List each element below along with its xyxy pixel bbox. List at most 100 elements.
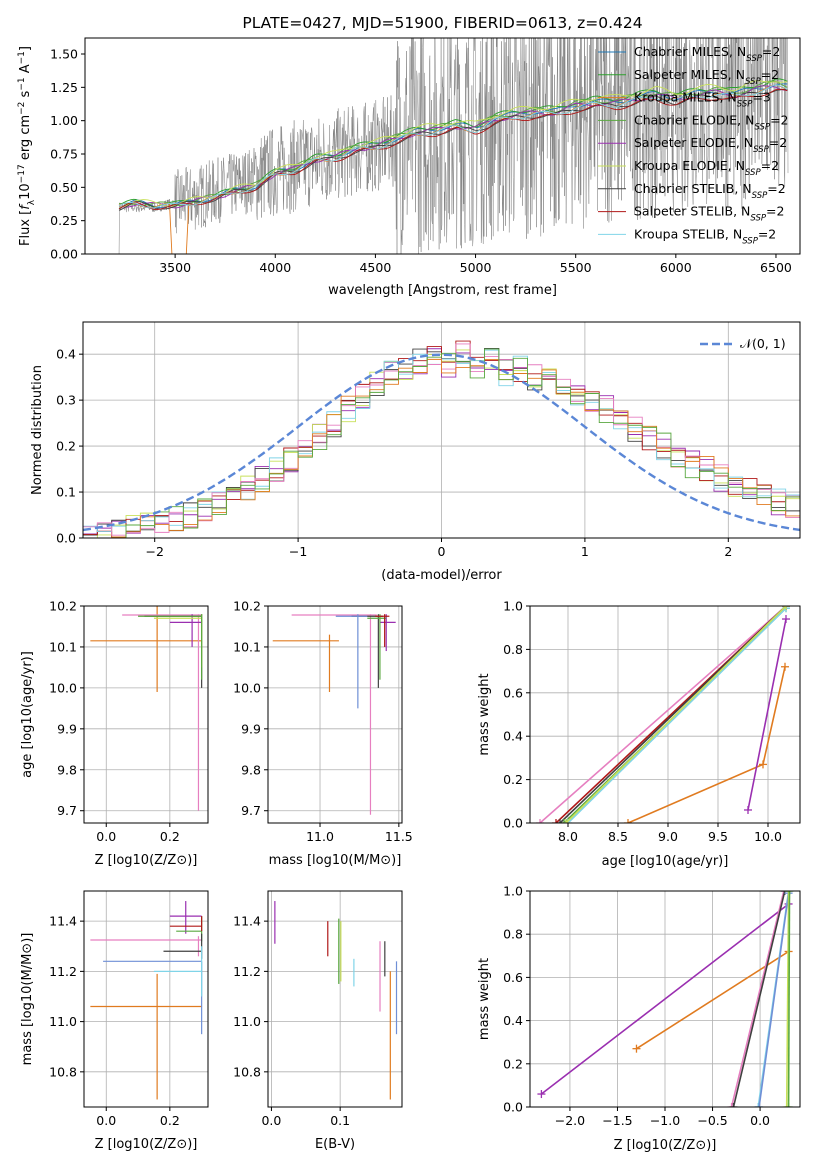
- x-axis-label: age [log10(age/yr)]: [602, 854, 729, 869]
- y-tick-label: 0.00: [50, 247, 78, 262]
- weight-vs-age-panel: 8.0 8.5 9.0 9.5 10.0 0.0 0.2 0.4 0.6 0.8 1.0 age [l…: [477, 599, 801, 869]
- y-tick-label: 0.0: [56, 531, 76, 546]
- spectrum-panel: 3500 4000 4500 5000 5500 6000 6500 0.00 0.25 0.50…: [17, 14, 801, 298]
- y-axis-label: Flux [fλ10−17 erg cm−2 s−1 A−1]: [17, 46, 37, 246]
- plot-frame: [267, 890, 403, 1108]
- y-axis-label: age [log10(age/yr)]: [20, 651, 35, 778]
- plot-frame: [529, 890, 801, 1108]
- weight-line: [758, 893, 790, 1107]
- weight-line: [730, 891, 785, 1107]
- legend-entry: Chabrier ELODIE, NSSP=2: [634, 112, 789, 132]
- legend-value: =2: [769, 135, 787, 150]
- y-tick-label: 9.8: [57, 762, 77, 777]
- observed-spectrum-line: [118, 38, 789, 254]
- y-tick-label: 0.1: [56, 485, 76, 500]
- y-tick-label: 11.4: [49, 914, 77, 929]
- x-tick-label: 0.2: [160, 1113, 180, 1128]
- x-tick-label: 6500: [760, 260, 792, 275]
- y-tick-label: 0.4: [503, 729, 523, 744]
- plot-frame: [267, 605, 403, 824]
- legend-sub: SSP: [745, 168, 761, 178]
- legend-entry: Salpeter STELIB, NSSP=2: [634, 204, 784, 224]
- chart-title: PLATE=0427, MJD=51900, FIBERID=0613, z=0…: [242, 14, 642, 32]
- legend-name: Chabrier MILES, N: [634, 44, 746, 59]
- x-tick-label: −2.0: [555, 1113, 585, 1128]
- legend-entry: Salpeter ELODIE, NSSP=2: [634, 135, 787, 155]
- y-tick-label: 10.8: [233, 1064, 261, 1079]
- legend-sub: SSP: [742, 236, 758, 246]
- plot-frame: [83, 890, 209, 1108]
- plot-area: [536, 606, 790, 823]
- y-tick-label: 11.4: [233, 914, 261, 929]
- legend-value: =2: [770, 112, 788, 127]
- legend-sub: SSP: [745, 77, 761, 87]
- plot-area: [274, 901, 398, 1100]
- y-tick-label: 11.0: [233, 1014, 261, 1029]
- plot-area: [90, 901, 203, 1100]
- legend-value: =2: [762, 44, 780, 59]
- y-tick-label: 11.2: [49, 964, 77, 979]
- x-axis-label: Z [log10(Z/Z⊙)]: [614, 1138, 717, 1153]
- x-tick-label: 5500: [560, 260, 592, 275]
- x-tick-label: 0.0: [750, 1113, 770, 1128]
- weight-line: [567, 607, 787, 823]
- legend-entry: Salpeter MILES, NSSP=2: [634, 67, 779, 87]
- y-tick-label: 0.6: [503, 970, 523, 985]
- y-tick-label: 0.6: [503, 685, 523, 700]
- y-axis-label: mass [log10(M/M⊙)]: [20, 933, 35, 1066]
- y-tick-label: 1.0: [503, 884, 523, 899]
- x-tick-label: 3500: [159, 260, 191, 275]
- x-tick-label: 6000: [660, 260, 692, 275]
- weight-vs-z-panel: −2.0 −1.5 −1.0 −0.5 0.0 0.0 0.2 0.4 0.6 0.8 1.0 Z […: [477, 884, 801, 1153]
- y-tick-label: 0.2: [503, 772, 523, 787]
- y-tick-label: 1.00: [50, 113, 78, 128]
- plot-frame: [83, 605, 209, 824]
- y-tick-label: 10.1: [49, 639, 77, 654]
- y-axis-label-part: f: [18, 203, 33, 210]
- plot-area: [90, 606, 203, 811]
- model-line-kroupa-stelib: [118, 84, 788, 209]
- x-tick-label: 8.0: [558, 829, 578, 844]
- y-tick-label: 9.9: [57, 721, 77, 736]
- histogram-step-line: [83, 348, 800, 538]
- legend-value: =2: [761, 67, 779, 82]
- residuals-panel: −2 −1 0 1 2 0.0 0.1 0.2 0.3 0.4 (data-model)/error…: [30, 321, 801, 583]
- x-axis-label: Z [log10(Z/Z⊙)]: [95, 853, 198, 868]
- y-axis-label: mass weight: [477, 673, 492, 755]
- legend-value: =3: [752, 90, 770, 105]
- mass-vs-z-panel: 0.0 0.2 10.8 11.0 11.2 11.4 Z [log10(Z/Z⊙)] mas…: [20, 890, 209, 1152]
- y-tick-label: 10.8: [49, 1064, 77, 1079]
- legend-value: =2: [761, 158, 779, 173]
- x-tick-label: 5000: [460, 260, 492, 275]
- weight-line: [732, 891, 786, 1107]
- y-tick-label: 0.4: [503, 1013, 523, 1028]
- y-tick-label: 1.25: [50, 80, 78, 95]
- x-tick-label: 10.0: [754, 829, 782, 844]
- x-axis-label: mass [log10(M/M⊙)]: [269, 853, 402, 868]
- y-axis-label-part: −2: [17, 102, 27, 115]
- x-tick-label: 0: [438, 544, 446, 559]
- mass-vs-ebv-panel: 0.0 0.1 10.8 11.0 11.2 11.4 E(B-V): [233, 890, 403, 1152]
- y-tick-label: 9.7: [241, 803, 261, 818]
- y-axis-label-part: −17: [17, 164, 27, 183]
- legend-sub: SSP: [737, 100, 753, 110]
- y-axis-label: Normed distribution: [30, 365, 45, 495]
- y-axis-label-part: Flux [: [18, 210, 33, 246]
- plot-area: [118, 38, 789, 254]
- legend-name: Kroupa MILES, N: [634, 90, 737, 105]
- x-tick-label: 0.0: [96, 1113, 116, 1128]
- y-axis-label-part: s: [18, 90, 33, 101]
- legend-sub: SSP: [753, 145, 769, 155]
- x-tick-label: 4000: [259, 260, 291, 275]
- legend-name: Kroupa STELIB, N: [634, 226, 742, 241]
- x-axis-label: E(B-V): [315, 1137, 355, 1152]
- legend-name: Salpeter STELIB, N: [634, 204, 750, 219]
- x-tick-label: 9.5: [708, 829, 728, 844]
- y-tick-label: 0.0: [503, 816, 523, 831]
- y-axis-label-part: −1: [17, 77, 27, 90]
- x-tick-label: 8.5: [608, 829, 628, 844]
- y-tick-label: 10.2: [233, 599, 261, 614]
- x-tick-label: −1.0: [650, 1113, 680, 1128]
- normal-distribution-curve: [83, 353, 800, 532]
